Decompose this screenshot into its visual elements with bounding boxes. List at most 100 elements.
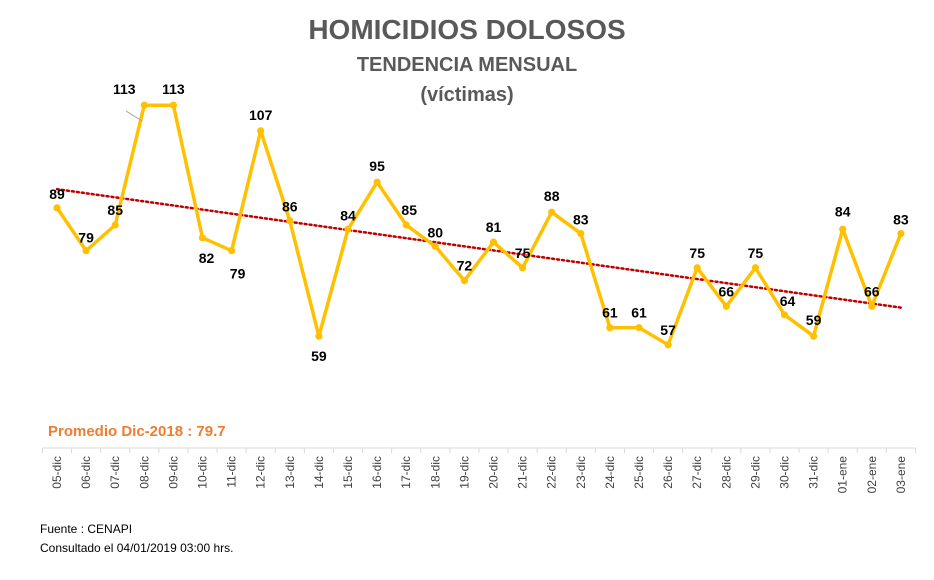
data-label: 83	[893, 212, 909, 228]
data-label: 66	[864, 283, 880, 299]
data-point	[431, 242, 439, 250]
x-tick-label: 18-dic	[428, 456, 442, 489]
data-point	[810, 332, 818, 340]
data-point	[169, 101, 177, 109]
x-tick-label: 20-dic	[487, 456, 501, 489]
data-label: 81	[486, 219, 502, 235]
data-label: 83	[573, 212, 589, 228]
data-label: 75	[515, 245, 531, 261]
chart-subtitle: TENDENCIA MENSUAL	[356, 54, 578, 76]
chart-title: HOMICIDIOS DOLOSOS	[308, 14, 626, 45]
average-annotation: Promedio Dic-2018 : 79.7	[48, 423, 226, 440]
data-point	[635, 324, 643, 332]
data-label: 75	[748, 245, 764, 261]
x-tick-label: 05-dic	[50, 456, 64, 489]
data-point	[839, 225, 847, 233]
data-label: 57	[660, 322, 676, 338]
data-point	[228, 247, 236, 255]
data-point	[489, 238, 498, 246]
data-point	[315, 332, 323, 340]
x-tick-label: 15-dic	[341, 456, 355, 489]
data-label: 75	[689, 245, 705, 261]
x-tick-label: 09-dic	[166, 456, 180, 489]
data-label: 61	[631, 305, 647, 321]
consulted-note: Consultado el 04/01/2019 03:00 hrs.	[40, 541, 234, 555]
data-point	[606, 324, 614, 332]
data-point	[402, 221, 410, 229]
data-point	[257, 127, 265, 135]
data-label-leader	[125, 110, 143, 122]
data-point	[664, 341, 672, 349]
data-point	[53, 204, 61, 212]
data-point	[693, 264, 701, 272]
data-point	[344, 225, 352, 233]
chart-subtitle-units: (víctimas)	[420, 84, 514, 106]
data-point	[780, 311, 789, 319]
x-tick-label: 06-dic	[79, 456, 93, 489]
data-label: 59	[311, 348, 327, 364]
data-label: 85	[107, 202, 123, 218]
x-tick-label: 08-dic	[137, 456, 151, 489]
data-point	[577, 229, 585, 238]
data-label: 85	[401, 202, 417, 218]
data-label: 86	[282, 199, 298, 215]
data-label: 66	[719, 283, 735, 299]
x-tick-label: 14-dic	[312, 456, 326, 489]
x-tick-label: 23-dic	[574, 456, 588, 489]
data-label: 113	[113, 81, 136, 97]
data-label: 113	[162, 81, 185, 97]
data-point	[722, 302, 730, 310]
x-tick-label: 21-dic	[516, 456, 530, 489]
data-label: 72	[457, 258, 473, 274]
series-line	[55, 103, 903, 347]
x-tick-label: 02-ene	[865, 456, 879, 494]
data-point	[140, 101, 148, 109]
data-label: 95	[369, 158, 385, 174]
data-label: 107	[249, 107, 273, 123]
x-tick-label: 10-dic	[196, 456, 210, 489]
x-tick-label: 22-dic	[545, 456, 559, 489]
x-tick-label: 27-dic	[690, 456, 704, 489]
data-point	[82, 247, 90, 255]
data-label: 82	[199, 250, 215, 266]
data-label: 64	[780, 293, 796, 309]
x-tick-label: 01-ene	[836, 456, 850, 494]
x-tick-label: 11-dic	[225, 456, 239, 488]
data-label: 88	[544, 188, 560, 204]
x-tick-label: 12-dic	[254, 456, 268, 489]
x-tick-label: 25-dic	[632, 456, 646, 489]
data-point	[868, 302, 876, 310]
x-tick-label: 17-dic	[399, 456, 413, 489]
x-tick-label: 26-dic	[661, 456, 675, 489]
data-point	[897, 229, 905, 238]
data-label: 61	[602, 305, 618, 321]
data-point	[286, 217, 294, 225]
x-tick-label: 28-dic	[719, 456, 733, 489]
x-tick-label: 03-ene	[894, 456, 908, 494]
data-label: 79	[78, 230, 94, 246]
x-tick-label: 07-dic	[108, 456, 122, 489]
x-tick-label: 29-dic	[748, 456, 762, 489]
data-label: 89	[49, 186, 65, 202]
x-tick-label: 31-dic	[807, 456, 821, 489]
data-point	[111, 221, 119, 229]
data-point	[548, 208, 556, 216]
x-tick-label: 30-dic	[778, 456, 792, 489]
data-point	[519, 264, 527, 272]
data-label: 80	[428, 224, 444, 240]
trendline	[55, 187, 903, 309]
data-point	[373, 178, 381, 186]
data-label: 79	[230, 266, 246, 282]
data-label: 84	[340, 207, 356, 223]
data-point	[198, 234, 207, 242]
source-note: Fuente : CENAPI	[40, 522, 133, 536]
x-tick-label: 19-dic	[457, 456, 471, 489]
data-label: 59	[806, 312, 822, 328]
x-tick-label: 16-dic	[370, 456, 384, 489]
data-label: 84	[835, 203, 851, 219]
x-tick-label: 13-dic	[283, 456, 297, 489]
data-point	[460, 277, 468, 285]
data-point	[751, 264, 760, 272]
x-tick-label: 24-dic	[603, 456, 617, 489]
